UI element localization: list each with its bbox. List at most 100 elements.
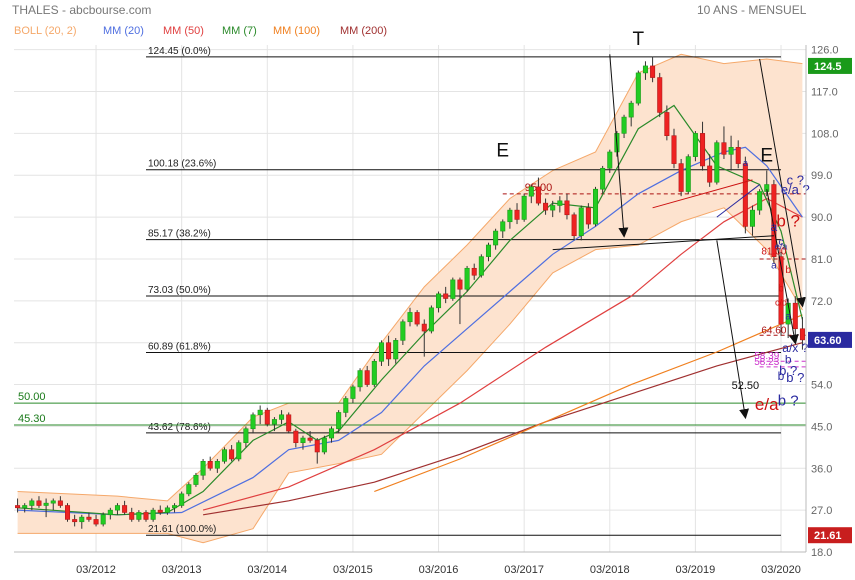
candle-body: [471, 267, 477, 276]
candle-body: [300, 437, 306, 443]
candle-body: [186, 484, 192, 495]
candle-body: [357, 370, 363, 388]
candle-body: [642, 65, 648, 74]
bollinger-upper-line: [17, 53, 803, 502]
fib-level-label: 73.03 (50.0%): [148, 285, 211, 296]
candle-body: [15, 505, 21, 509]
candle-body: [414, 312, 420, 325]
candle-body: [321, 437, 327, 453]
candle-body: [500, 221, 506, 232]
candle-body: [407, 312, 413, 323]
candle-body: [707, 165, 713, 183]
legend-ma200: MM (200): [340, 25, 388, 37]
candle-body: [621, 116, 627, 134]
candle-body: [521, 195, 527, 220]
candle-body: [65, 505, 71, 520]
candle-body: [607, 151, 613, 169]
candle-body: [692, 133, 698, 157]
candles: [15, 56, 805, 529]
wave-label: 52.50: [732, 380, 760, 392]
candle-body: [543, 202, 549, 211]
legend-ma20: MM (20): [103, 25, 144, 37]
y-tick-label: 117.0: [811, 87, 838, 99]
candle-body: [122, 505, 128, 513]
candle-body: [792, 302, 798, 330]
candle-body: [507, 209, 513, 223]
ma20-line: [17, 146, 803, 516]
x-tick-label: 03/2012: [76, 564, 116, 576]
candle-body: [400, 321, 406, 341]
wave-label: a: [771, 260, 777, 271]
wave-label: b ?: [776, 211, 800, 230]
y-tick-label: 126.0: [811, 45, 839, 57]
candle-body: [735, 147, 741, 164]
wave-label: e/a: [755, 395, 779, 414]
candle-body: [700, 133, 706, 167]
wave-label: e/a ?: [781, 182, 810, 197]
candle-body: [493, 230, 499, 246]
y-tick-label: 90.0: [811, 212, 832, 224]
candle-body: [22, 505, 28, 509]
candle-body: [343, 398, 349, 413]
fib-level-label: 85.17 (38.2%): [148, 229, 211, 240]
chart-title: THALES - abcbourse.com: [12, 3, 152, 17]
wave-label: c/d: [775, 297, 787, 307]
candle-body: [86, 516, 92, 520]
candle-body: [371, 360, 377, 385]
wave-label: b ?: [779, 363, 797, 378]
wave-label: b ?: [786, 370, 804, 385]
candle-body: [286, 414, 292, 432]
candle-body: [421, 323, 427, 332]
candle-body: [143, 512, 149, 520]
candle-body: [250, 414, 256, 430]
candle-body: [264, 409, 270, 425]
ma100-line: [374, 314, 803, 493]
legend-ma50: MM (50): [163, 25, 204, 37]
bollinger-lower-line: [17, 207, 803, 544]
candle-body: [136, 512, 142, 520]
candle-body: [157, 509, 163, 513]
candle-body: [150, 509, 156, 520]
wave-label: 64.60: [761, 325, 786, 336]
candle-body: [72, 519, 78, 523]
candle-body: [164, 507, 170, 513]
wave-label: b: [785, 353, 792, 367]
trend-line: [716, 184, 760, 218]
candle-body: [114, 505, 120, 511]
candle-body: [378, 342, 384, 362]
candle-body: [236, 442, 242, 460]
candle-body: [193, 474, 199, 485]
wave-label: b ?: [778, 392, 799, 409]
candle-body: [628, 102, 634, 118]
x-tick-label: 03/2016: [419, 564, 459, 576]
candle-body: [650, 65, 656, 78]
y-tick-label: 99.0: [811, 170, 832, 182]
candle-body: [179, 493, 185, 506]
y-tick-label: 81.0: [811, 254, 832, 266]
wave-label: c ?: [787, 173, 804, 188]
candle-body: [329, 428, 335, 439]
wave-label: a: [743, 158, 748, 168]
candle-body: [600, 167, 606, 190]
candle-body: [778, 256, 784, 325]
candle-body: [535, 186, 541, 204]
candle-body: [36, 500, 42, 506]
x-tick-label: 03/2018: [590, 564, 630, 576]
candle-body: [79, 516, 85, 523]
x-tick-label: 03/2013: [162, 564, 202, 576]
legend-boll: BOLL (20, 2): [14, 25, 77, 37]
support-level-label: 45.30: [18, 413, 46, 425]
candle-body: [214, 460, 220, 469]
candle-body: [29, 500, 35, 506]
candle-body: [678, 163, 684, 192]
candle-body: [257, 409, 263, 416]
candle-body: [528, 186, 534, 197]
candle-body: [107, 509, 113, 516]
candle-body: [464, 267, 470, 290]
y-tick-label: 18.0: [811, 547, 832, 559]
candle-body: [229, 449, 235, 460]
candle-body: [350, 386, 356, 399]
x-tick-label: 03/2017: [504, 564, 544, 576]
candle-body: [685, 156, 691, 192]
wave-label: 58.23: [754, 357, 779, 368]
